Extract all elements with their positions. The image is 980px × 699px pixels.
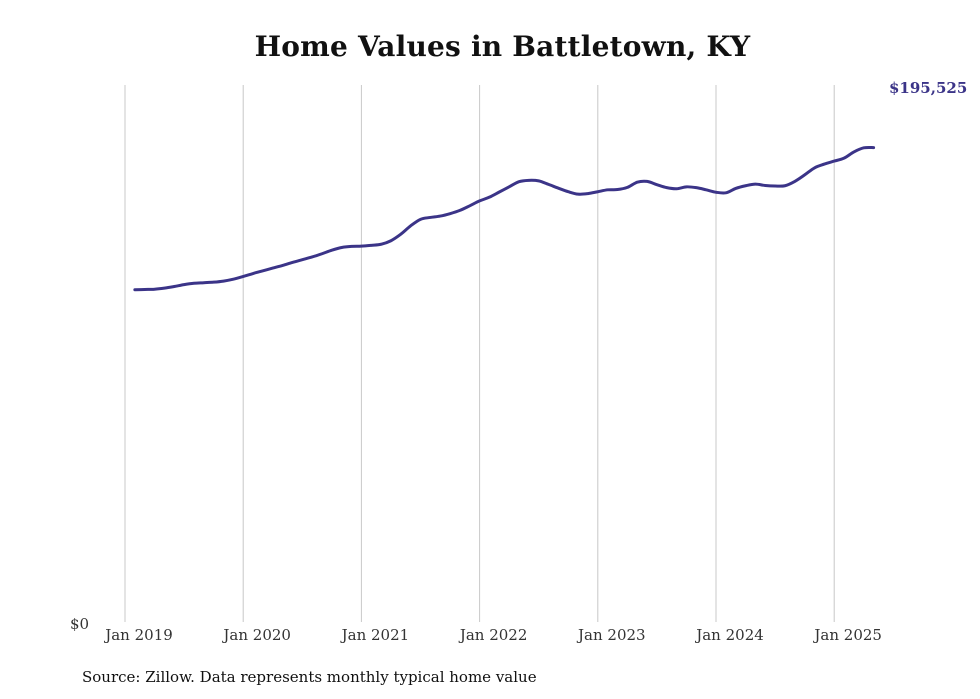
grid-lines xyxy=(124,85,835,622)
x-tick-label: Jan 2025 xyxy=(812,626,882,644)
line-chart: Jan 2019 Jan 2020 Jan 2021 Jan 2022 Jan 2023… xyxy=(70,79,967,644)
x-tick-label: Jan 2024 xyxy=(694,626,764,644)
x-tick-label: Jan 2020 xyxy=(221,626,291,644)
y-tick-label: $0 xyxy=(70,615,89,633)
series-layer xyxy=(133,145,876,292)
x-axis-ticks: Jan 2019 Jan 2020 Jan 2021 Jan 2022 Jan 2023… xyxy=(103,626,882,644)
x-tick-label: Jan 2021 xyxy=(340,626,410,644)
series-line xyxy=(133,145,876,292)
x-tick-label: Jan 2023 xyxy=(576,626,646,644)
annotation-layer: $195,525 xyxy=(889,79,967,97)
source-note: Source: Zillow. Data represents monthly … xyxy=(82,668,537,686)
end-value-label: $195,525 xyxy=(889,79,967,97)
chart-title: Home Values in Battletown, KY xyxy=(254,30,751,63)
x-tick-label: Jan 2019 xyxy=(103,626,173,644)
y-axis-ticks: $0 xyxy=(70,615,89,633)
x-tick-label: Jan 2022 xyxy=(458,626,528,644)
